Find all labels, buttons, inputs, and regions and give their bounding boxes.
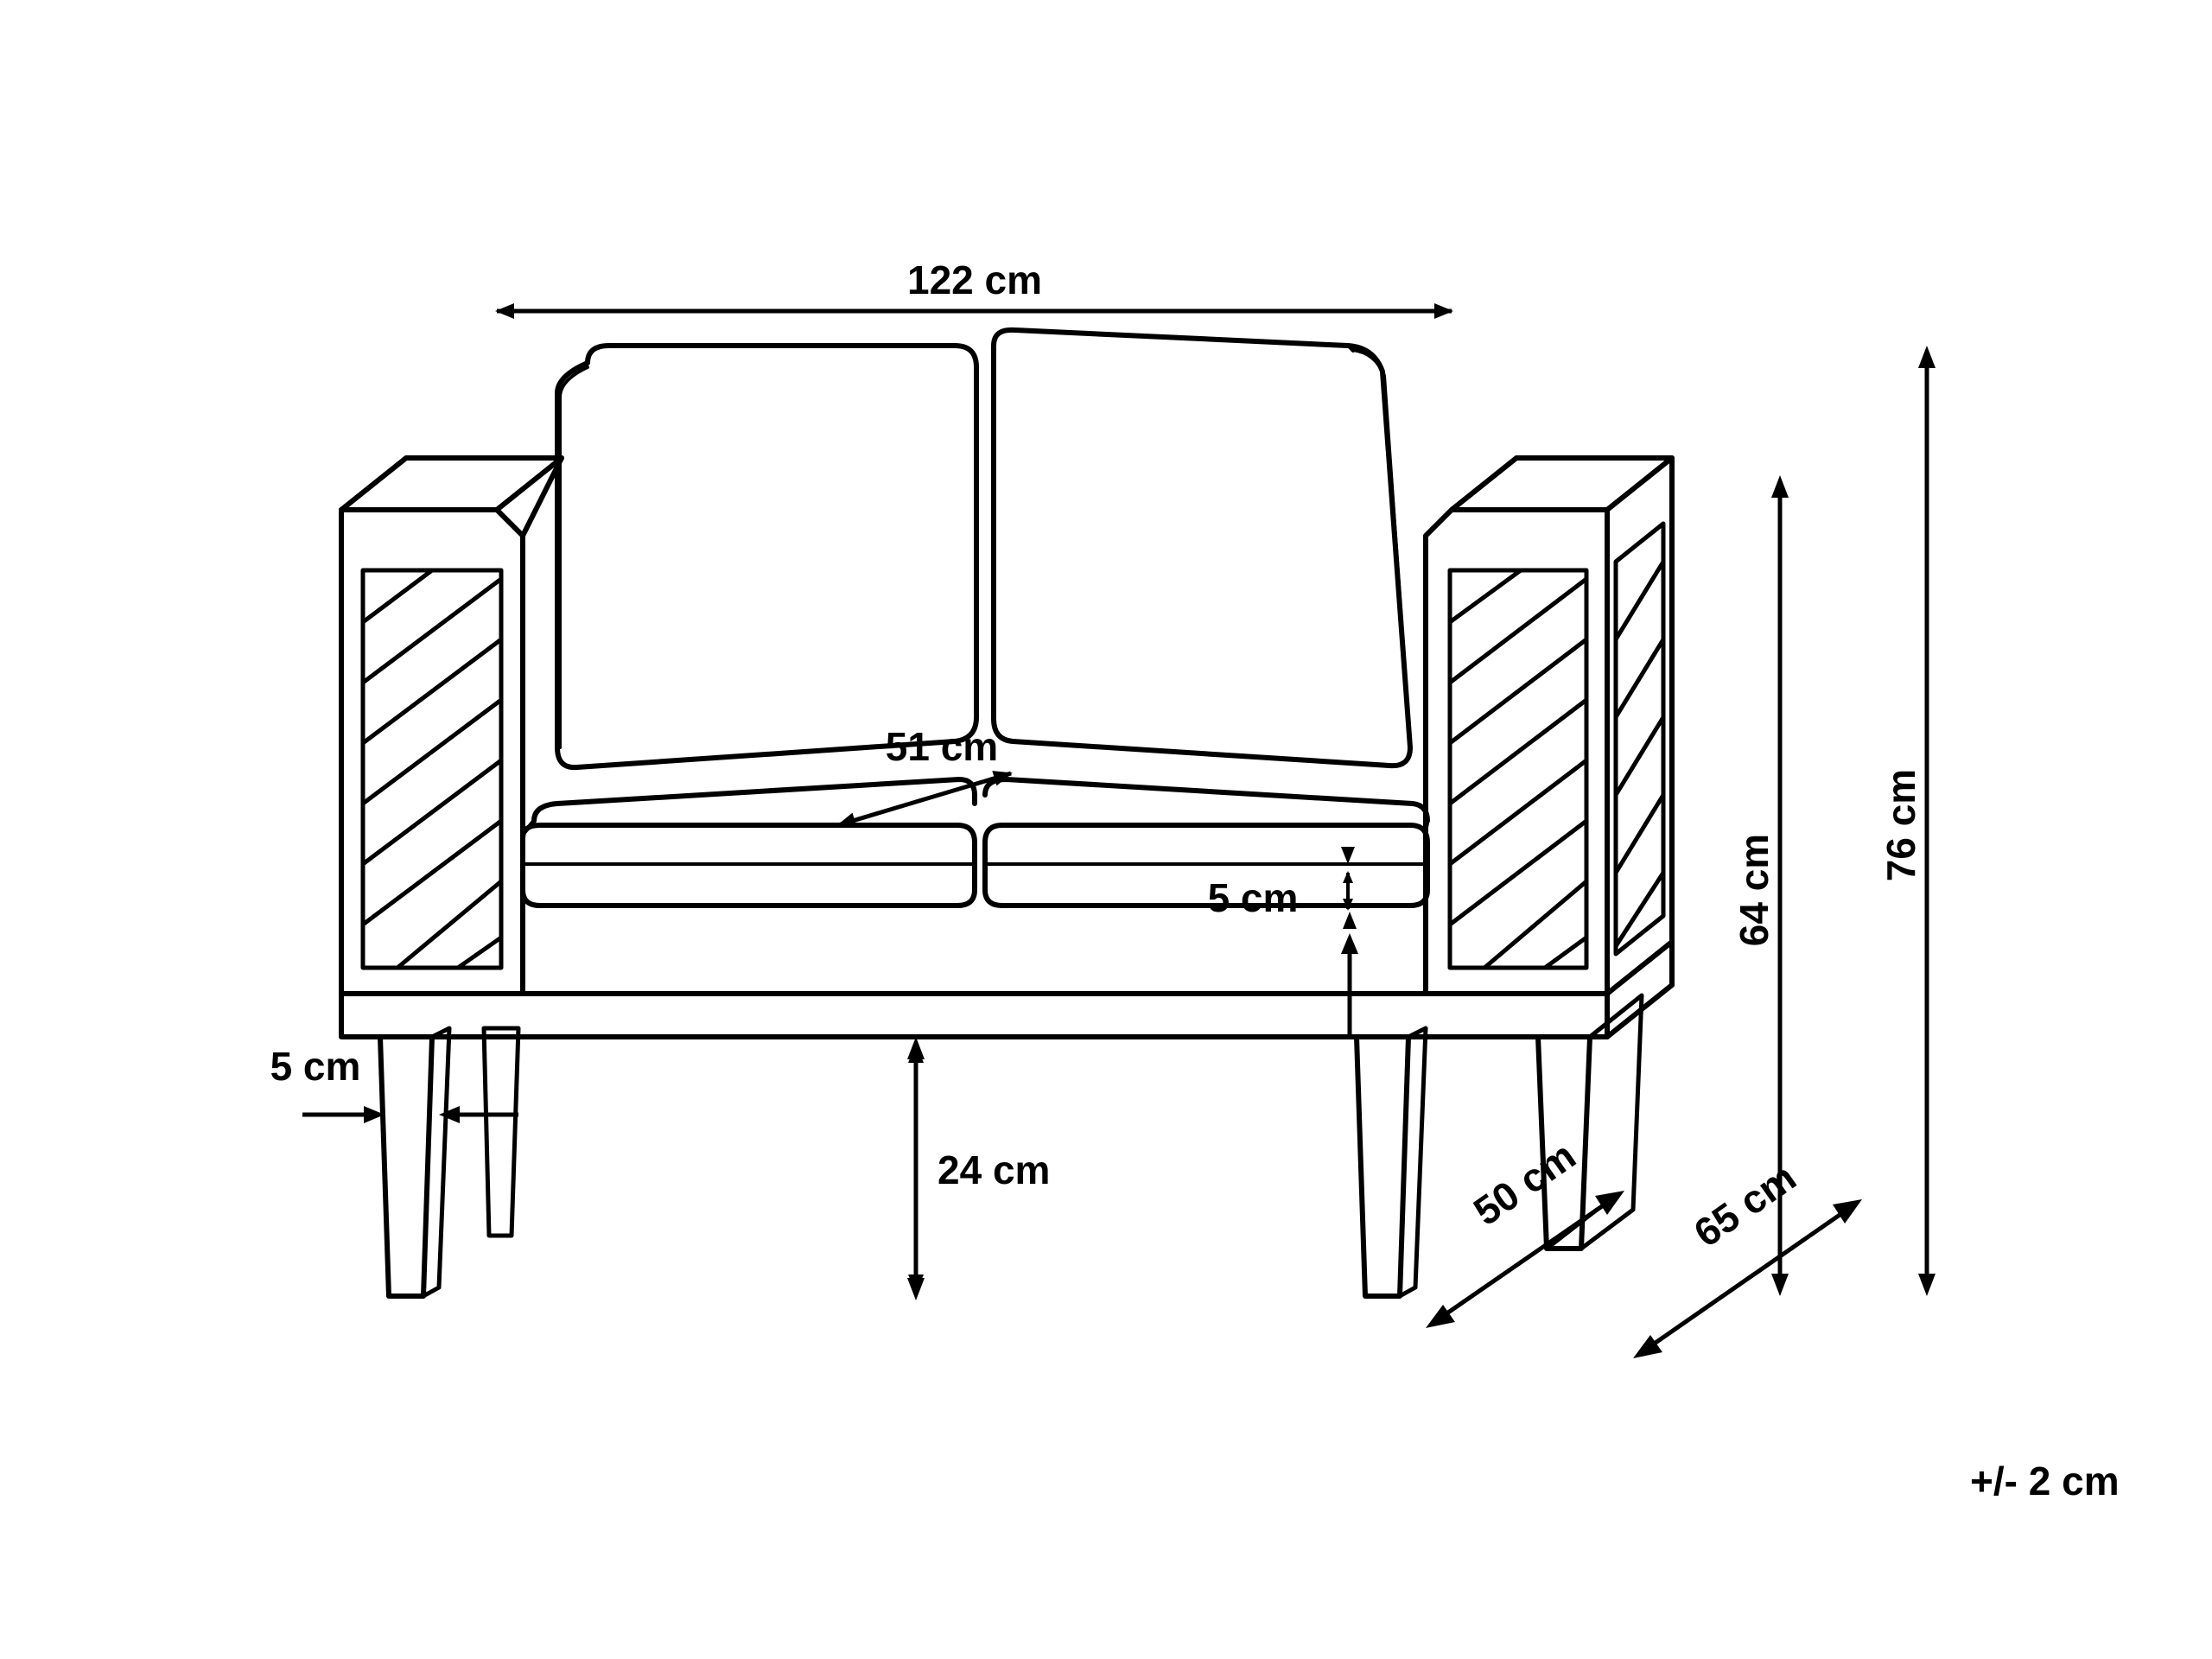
dim-total-depth: 65 cm [1686, 1154, 1804, 1255]
dim-total-width: 122 cm [907, 257, 1042, 302]
dim-seat-depth: 50 cm [1465, 1133, 1584, 1234]
dim-cushion-thickness: 5 cm [1208, 875, 1299, 920]
dim-total-height: 76 cm [1878, 769, 1923, 881]
dim-arm-height: 64 cm [1732, 834, 1777, 946]
tolerance-label: +/- 2 cm [1970, 1459, 2120, 1503]
dim-seat-depth-inner: 51 cm [886, 724, 998, 769]
dim-leg-width: 5 cm [270, 1044, 361, 1089]
sofa-dimension-diagram: 122 cm 51 cm 5 cm 5 cm [0, 0, 2212, 1659]
dim-leg-height: 24 cm [938, 1147, 1050, 1192]
